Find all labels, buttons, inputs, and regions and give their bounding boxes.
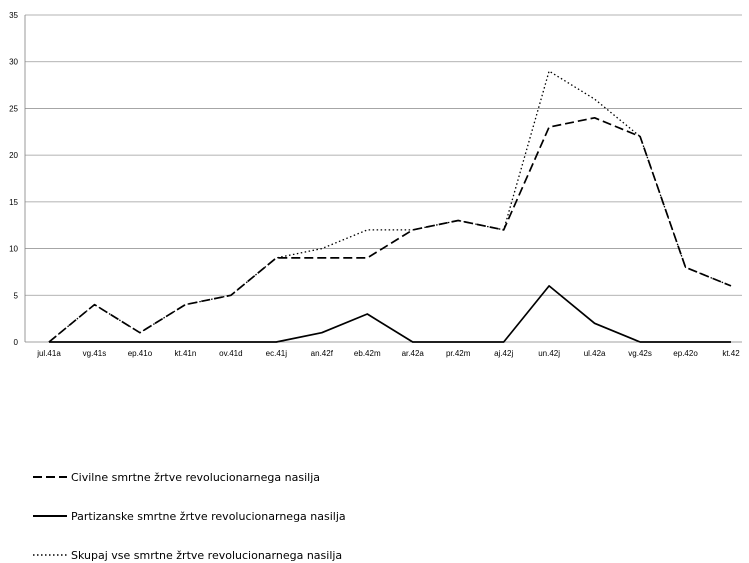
x-tick-label: ec.41j xyxy=(266,349,288,358)
x-tick-label: pr.42m xyxy=(446,349,471,358)
series-line-1 xyxy=(48,116,732,343)
x-tick-label: kt.42 xyxy=(722,349,740,358)
y-tick-label: 10 xyxy=(9,245,18,254)
y-tick-labels: 0 5 10 15 20 25 30 35 xyxy=(9,11,18,347)
y-tick-label: 0 xyxy=(14,338,19,347)
series-lines xyxy=(48,70,732,343)
x-tick-label: eb.42m xyxy=(354,349,381,358)
y-tick-label: 30 xyxy=(9,58,18,67)
x-tick-label: kt.41n xyxy=(175,349,197,358)
x-tick-label: ep.42o xyxy=(673,349,698,358)
x-tick-label: ar.42a xyxy=(402,349,425,358)
y-tick-label: 35 xyxy=(9,11,18,20)
x-tick-label: un.42j xyxy=(538,349,560,358)
legend-label: Partizanske smrtne žrtve revolucionarneg… xyxy=(71,510,346,523)
x-tick-labels: jul.41a vg.41s ep.41o kt.41n ov.41d ec.41j an.… xyxy=(36,349,740,358)
y-tick-label: 20 xyxy=(9,151,18,160)
x-tick-label: ul.42a xyxy=(584,349,606,358)
gridlines xyxy=(25,14,742,296)
x-tick-label: vg.41s xyxy=(83,349,107,358)
x-tick-label: an.42f xyxy=(311,349,334,358)
legend-label: Civilne smrtne žrtve revolucionarnega na… xyxy=(71,471,320,484)
axes xyxy=(24,15,742,343)
x-tick-label: ep.41o xyxy=(128,349,153,358)
y-tick-label: 25 xyxy=(9,104,18,113)
x-tick-label: ov.41d xyxy=(219,349,242,358)
series-line-3 xyxy=(48,70,732,343)
series-line-2 xyxy=(49,285,731,343)
legend: Civilne smrtne žrtve revolucionarnega na… xyxy=(33,471,346,562)
x-tick-label: vg.42s xyxy=(628,349,652,358)
x-tick-label: aj.42j xyxy=(494,349,513,358)
y-tick-label: 5 xyxy=(14,291,19,300)
y-tick-label: 15 xyxy=(9,198,18,207)
x-tick-label: jul.41a xyxy=(36,349,61,358)
legend-label: Skupaj vse smrtne žrtve revolucionarnega… xyxy=(71,549,342,562)
